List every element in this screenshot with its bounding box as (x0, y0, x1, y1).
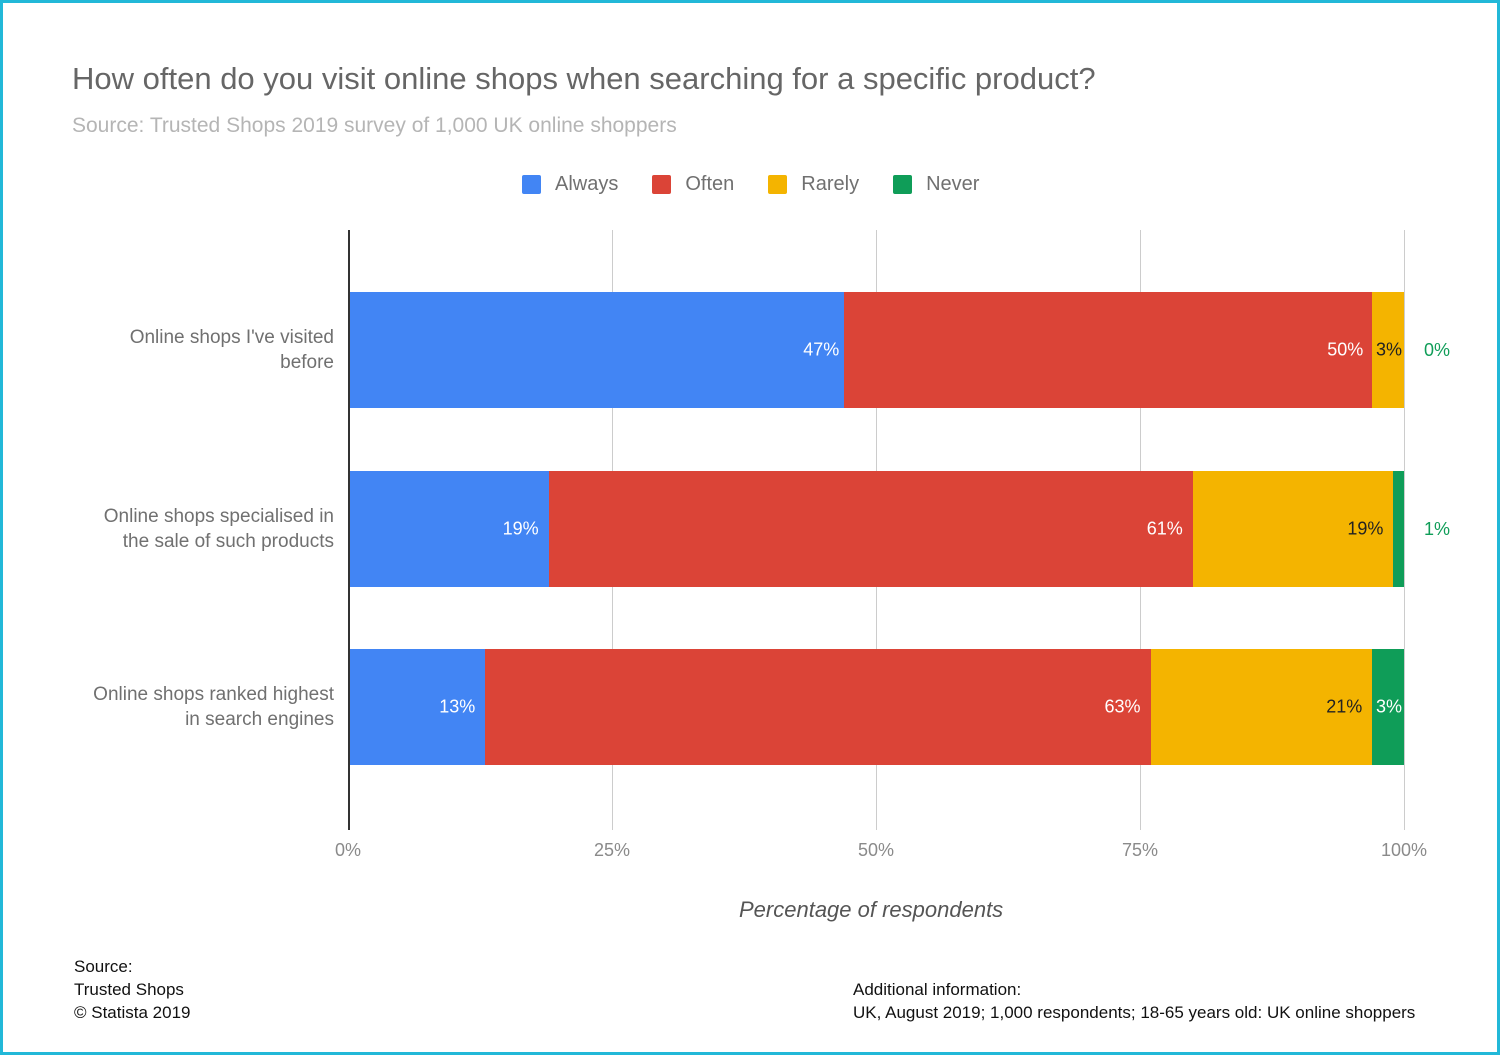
category-label: Online shops ranked highest in search en… (34, 682, 334, 732)
x-tick: 50% (857, 840, 895, 860)
category-label-line: the sale of such products (122, 531, 334, 552)
category-label-line: Online shops I've visited (129, 327, 334, 348)
data-label-outside: 0% (1424, 340, 1451, 360)
category-label-line: Online shops ranked highest (93, 684, 334, 705)
legend-label: Rarely (801, 173, 860, 195)
chart-subtitle: Source: Trusted Shops 2019 survey of 1,0… (72, 114, 677, 137)
category-label-line: in search engines (185, 709, 334, 730)
bar-segment-always[interactable]: 19% (348, 471, 549, 587)
bar-segment-rarely[interactable]: 21% (1150, 649, 1373, 765)
data-label: 61% (1146, 518, 1183, 539)
legend-item-rarely[interactable]: Rarely (768, 173, 859, 196)
source-label: Source: (74, 957, 133, 976)
legend-swatch-never (893, 175, 913, 194)
x-tick: 25% (593, 840, 631, 860)
footer-source: Source: Trusted Shops © Statista 2019 (74, 955, 191, 1024)
footer-additional-info: Additional information: UK, August 2019;… (853, 978, 1415, 1024)
bar-segment-never[interactable] (1393, 471, 1404, 587)
bar-segment-often[interactable]: 61% (548, 471, 1193, 587)
legend-swatch-rarely (768, 175, 788, 194)
data-label: 13% (439, 696, 476, 717)
bar-segment-often[interactable]: 50% (844, 292, 1373, 408)
legend-item-always[interactable]: Always (522, 173, 618, 196)
category-label: Online shops I've visited before (34, 325, 334, 375)
source-name[interactable]: Trusted Shops (74, 980, 184, 999)
legend-swatch-always (522, 175, 541, 194)
category-label-line: before (280, 352, 334, 373)
data-label: 21% (1326, 696, 1363, 717)
gridline (1404, 230, 1405, 830)
bar-row: 13% 63% 21% 3% (348, 649, 1404, 765)
y-axis-line (348, 230, 350, 830)
chart-title: How often do you visit online shops when… (72, 61, 1096, 96)
bar-segment-never[interactable]: 3% (1372, 649, 1404, 765)
category-label: Online shops specialised in the sale of … (34, 504, 334, 554)
x-axis-label: Percentage of respondents (739, 897, 1004, 922)
bar-segment-always[interactable]: 47% (348, 292, 845, 408)
data-label: 47% (803, 339, 840, 360)
data-label: 19% (1347, 518, 1384, 539)
additional-text: UK, August 2019; 1,000 respondents; 18-6… (853, 1003, 1416, 1022)
data-label: 50% (1327, 339, 1364, 360)
data-label: 3% (1375, 696, 1402, 717)
legend: Always Often Rarely Never (522, 173, 1013, 196)
additional-label: Additional information: (853, 980, 1022, 999)
bar-segment-rarely[interactable]: 19% (1192, 471, 1394, 587)
legend-swatch-often (652, 175, 672, 194)
bar-segment-rarely[interactable]: 3% (1372, 292, 1404, 408)
legend-item-never[interactable]: Never (893, 173, 979, 196)
data-label: 3% (1375, 339, 1402, 360)
bar-row: 47% 50% 3% (348, 292, 1404, 408)
plot-area: 47% 50% 3% 19% 61% 19% 13% 63% 21% 3% (348, 230, 1405, 830)
bar-row: 19% 61% 19% (348, 471, 1404, 587)
x-tick: 100% (1380, 840, 1428, 860)
data-label-outside: 1% (1424, 519, 1451, 539)
copyright: © Statista 2019 (74, 1003, 191, 1022)
legend-label: Often (685, 173, 735, 195)
bar-segment-often[interactable]: 63% (485, 649, 1151, 765)
data-label: 19% (502, 518, 539, 539)
legend-label: Never (926, 173, 980, 195)
legend-item-often[interactable]: Often (652, 173, 734, 196)
bar-segment-always[interactable]: 13% (348, 649, 486, 765)
x-tick: 0% (334, 840, 362, 860)
category-label-line: Online shops specialised in (103, 506, 334, 527)
x-tick: 75% (1121, 840, 1159, 860)
legend-label: Always (555, 173, 619, 195)
data-label: 63% (1104, 696, 1141, 717)
